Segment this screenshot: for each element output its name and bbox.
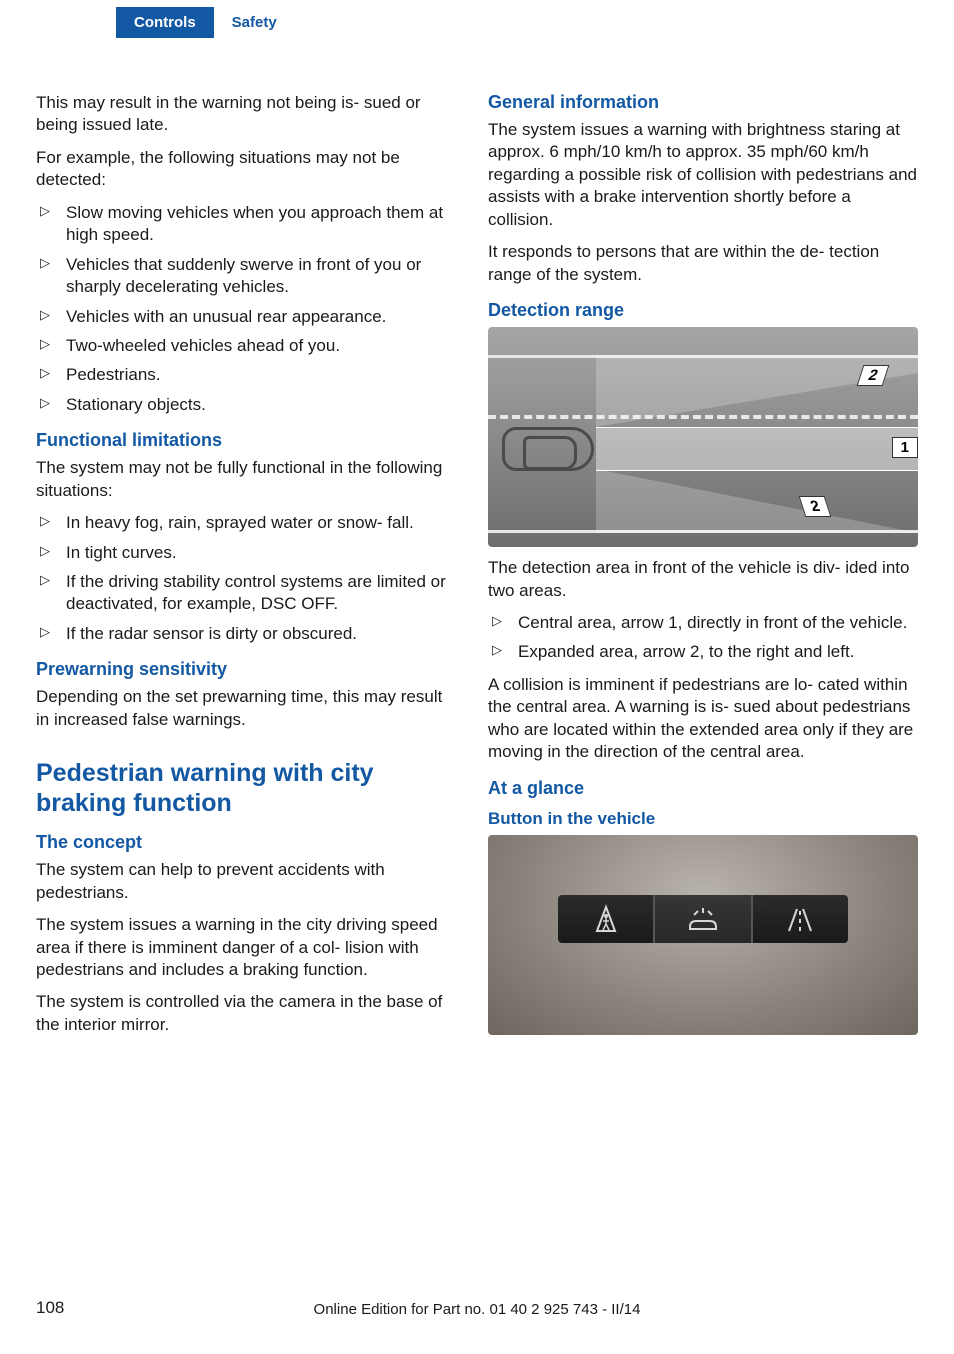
heading-functional-limitations: Functional limitations <box>36 430 460 451</box>
prewarning-paragraph: Depending on the set prewarning time, th… <box>36 686 460 731</box>
list-item: If the radar sensor is dirty or obscured… <box>36 623 460 645</box>
list-item: In heavy fog, rain, sprayed water or sno… <box>36 512 460 534</box>
detection-paragraph-2: A collision is imminent if pedestrians a… <box>488 674 918 764</box>
list-item: In tight curves. <box>36 542 460 564</box>
lane-departure-button <box>753 895 848 943</box>
intro-paragraph-2: For example, the following situations ma… <box>36 147 460 192</box>
lane-departure-icon <box>779 903 821 935</box>
diagram-flag-1: 1 <box>892 437 918 458</box>
button-panel-photo <box>488 835 918 1035</box>
situations-list: Slow moving vehicles when you approach t… <box>36 202 460 417</box>
right-column: General information The system issues a … <box>488 92 918 1046</box>
heading-at-a-glance: At a glance <box>488 778 918 799</box>
vehicle-icon <box>502 427 594 471</box>
list-item: If the driving stability control systems… <box>36 571 460 616</box>
heading-the-concept: The concept <box>36 832 460 853</box>
central-area-zone <box>596 427 918 471</box>
list-item: Vehicles with an unusual rear appearance… <box>36 306 460 328</box>
list-item: Central area, arrow 1, directly in front… <box>488 612 918 634</box>
pedestrian-warning-button <box>558 895 655 943</box>
breadcrumb-safety: Safety <box>214 7 295 38</box>
list-item: Two-wheeled vehicles ahead of you. <box>36 335 460 357</box>
heading-general-information: General information <box>488 92 918 113</box>
limitations-list: In heavy fog, rain, sprayed water or sno… <box>36 512 460 645</box>
heading-pedestrian-warning: Pedestrian warning with city braking fun… <box>36 759 460 818</box>
general-paragraph-1: The system issues a warning with brightn… <box>488 119 918 231</box>
concept-paragraph-2: The system issues a warning in the city … <box>36 914 460 981</box>
header-breadcrumb: Controls Safety <box>116 6 295 38</box>
left-column: This may result in the warning not being… <box>36 92 460 1046</box>
heading-button-in-vehicle: Button in the vehicle <box>488 809 918 829</box>
list-item: Stationary objects. <box>36 394 460 416</box>
functional-limitations-intro: The system may not be fully functional i… <box>36 457 460 502</box>
intro-paragraph-1: This may result in the warning not being… <box>36 92 460 137</box>
pedestrian-warning-icon <box>585 903 627 935</box>
heading-detection-range: Detection range <box>488 300 918 321</box>
list-item: Pedestrians. <box>36 364 460 386</box>
detection-areas-list: Central area, arrow 1, directly in front… <box>488 612 918 664</box>
button-strip <box>558 895 848 943</box>
list-item: Slow moving vehicles when you approach t… <box>36 202 460 247</box>
list-item: Expanded area, arrow 2, to the right and… <box>488 641 918 663</box>
detection-paragraph: The detection area in front of the vehic… <box>488 557 918 602</box>
breadcrumb-controls: Controls <box>116 7 214 38</box>
heading-prewarning-sensitivity: Prewarning sensitivity <box>36 659 460 680</box>
page-body: This may result in the warning not being… <box>36 92 918 1046</box>
collision-warning-button <box>655 895 752 943</box>
general-paragraph-2: It responds to persons that are within t… <box>488 241 918 286</box>
expanded-area-lower <box>596 469 918 533</box>
concept-paragraph-3: The system is controlled via the camera … <box>36 991 460 1036</box>
detection-range-diagram: 2 1 2 <box>488 327 918 547</box>
list-item: Vehicles that suddenly swerve in front o… <box>36 254 460 299</box>
footer-edition: Online Edition for Part no. 01 40 2 925 … <box>0 1301 954 1318</box>
collision-warning-icon <box>682 903 724 935</box>
concept-paragraph-1: The system can help to prevent accidents… <box>36 859 460 904</box>
